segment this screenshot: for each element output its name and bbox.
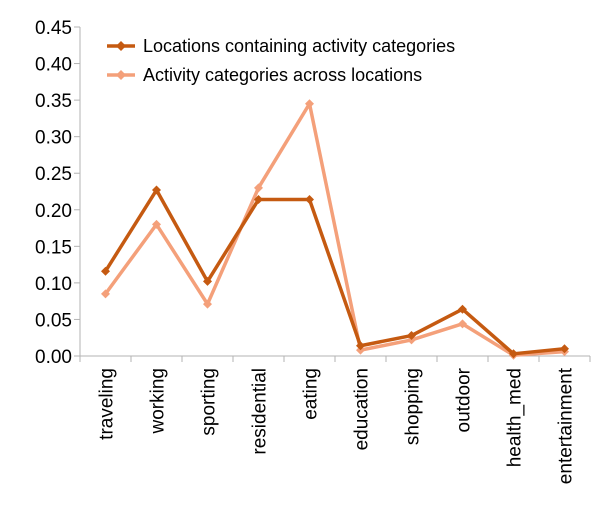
legend-item: Locations containing activity categories <box>107 36 455 56</box>
data-point-marker <box>254 183 263 193</box>
data-point-marker <box>305 99 314 109</box>
x-tick-label: residential <box>250 368 271 455</box>
series-layer <box>101 99 569 360</box>
y-tick-label: 0.05 <box>35 310 72 331</box>
series-line <box>104 102 565 358</box>
data-point-marker <box>560 344 569 354</box>
data-point-marker <box>152 185 161 195</box>
legend-item: Activity categories across locations <box>107 65 422 85</box>
x-tick-labels: traveling working sporting residential eatin… <box>79 356 591 484</box>
data-point-marker <box>203 276 212 286</box>
data-point-marker <box>356 341 365 351</box>
y-tick-label: 0.10 <box>35 274 72 295</box>
y-tick-label: 0.00 <box>35 347 72 368</box>
series-line <box>104 188 565 356</box>
y-tick-labels: 0.00 0.05 0.10 0.15 0.20 0.25 0.30 0.35 0.40 0.45 <box>35 18 80 368</box>
legend-label: Activity categories across locations <box>143 65 422 85</box>
data-point-marker <box>509 349 518 359</box>
x-tick-label: entertainment <box>556 367 577 484</box>
x-tick-label: sporting <box>199 368 220 436</box>
x-tick-label: health_med <box>505 368 526 467</box>
data-point-marker <box>458 304 467 314</box>
legend: Locations containing activity categories… <box>107 36 455 85</box>
data-point-marker <box>305 195 314 205</box>
data-point-marker <box>407 331 416 341</box>
data-point-marker <box>101 289 110 299</box>
legend-marker <box>116 70 126 80</box>
x-tick-label: education <box>352 368 373 450</box>
data-point-marker <box>458 319 467 329</box>
y-tick-label: 0.15 <box>35 237 72 258</box>
x-tick-label: traveling <box>97 368 118 440</box>
series-1 <box>101 185 569 359</box>
data-point-marker <box>254 195 263 205</box>
x-tick-label: eating <box>301 368 322 420</box>
x-tick-label: shopping <box>403 368 424 445</box>
series-2 <box>101 99 569 360</box>
y-tick-label: 0.35 <box>35 91 72 112</box>
data-point-marker <box>152 219 161 229</box>
y-tick-label: 0.40 <box>35 55 72 76</box>
y-tick-label: 0.20 <box>35 201 72 222</box>
data-point-marker <box>101 266 110 276</box>
legend-label: Locations containing activity categories <box>143 36 455 56</box>
y-tick-label: 0.45 <box>35 18 72 39</box>
y-tick-label: 0.25 <box>35 164 72 185</box>
legend-marker <box>116 41 126 51</box>
data-point-marker <box>203 299 212 309</box>
x-tick-label: outdoor <box>454 367 475 432</box>
y-tick-label: 0.30 <box>35 128 72 149</box>
x-tick-label: working <box>148 368 169 434</box>
